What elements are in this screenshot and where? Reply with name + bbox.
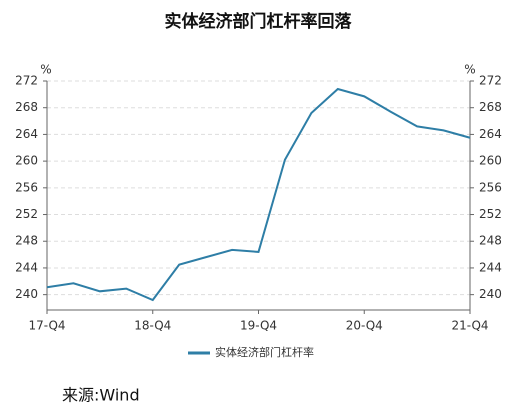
y-tick-label: 268 bbox=[15, 100, 38, 114]
y2-tick-label: 272 bbox=[479, 74, 502, 88]
y-tick-label: 272 bbox=[15, 74, 38, 88]
legend-label: 实体经济部门杠杆率 bbox=[215, 345, 314, 359]
y-tick-label: 256 bbox=[15, 180, 38, 194]
y2-tick-label: 260 bbox=[479, 154, 502, 168]
y-tick-label: 260 bbox=[15, 154, 38, 168]
x-tick-label: 19-Q4 bbox=[240, 319, 277, 333]
x-tick-label: 18-Q4 bbox=[134, 319, 171, 333]
y2-tick-label: 268 bbox=[479, 100, 502, 114]
y-tick-label: 264 bbox=[15, 127, 38, 141]
line bbox=[46, 87, 471, 302]
x-tick-label: 17-Q4 bbox=[28, 319, 65, 333]
y-tick-label: 252 bbox=[15, 207, 38, 221]
y2-tick-label: 248 bbox=[479, 234, 502, 248]
y2-unit: % bbox=[464, 63, 475, 77]
source: 来源:Wind bbox=[62, 386, 140, 405]
y2-tick-label: 252 bbox=[479, 207, 502, 221]
y2-tick-label: 256 bbox=[479, 180, 502, 194]
chart-title: 实体经济部门杠杆率回落 bbox=[165, 11, 353, 32]
y-tick-label: 248 bbox=[15, 234, 38, 248]
y2-tick-label: 264 bbox=[479, 127, 502, 141]
x-tick-label: 21-Q4 bbox=[451, 319, 488, 333]
y-unit: % bbox=[40, 63, 51, 77]
y-tick-label: 240 bbox=[15, 287, 38, 301]
y-tick-label: 244 bbox=[15, 260, 38, 274]
x-tick-label: 20-Q4 bbox=[346, 319, 383, 333]
y2-tick-label: 240 bbox=[479, 287, 502, 301]
y2-tick-label: 244 bbox=[479, 260, 502, 274]
